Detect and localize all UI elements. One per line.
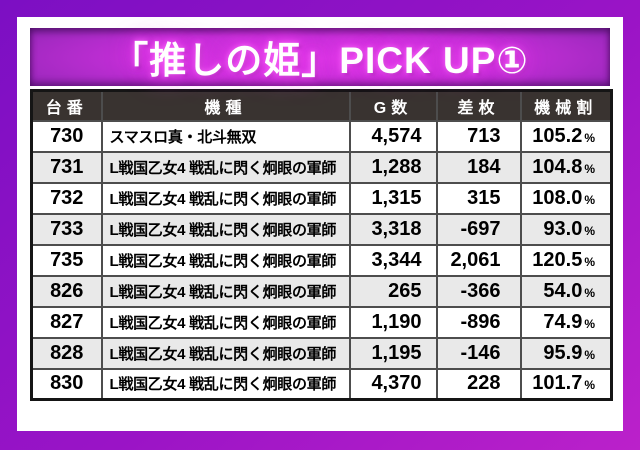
- percent-sign: %: [584, 254, 595, 269]
- cell-game-count: 265: [348, 274, 438, 308]
- cell-machine-number: 735: [30, 243, 103, 277]
- table-row: 730 スマスロ真・北斗無双 4,574 713 105.2%: [30, 119, 613, 153]
- table-body: 730 スマスロ真・北斗無双 4,574 713 105.2% 731 L戦国乙…: [30, 119, 613, 401]
- cell-coin-diff: 184: [435, 150, 522, 184]
- percent-sign: %: [584, 161, 595, 176]
- percent-sign: %: [584, 223, 595, 238]
- percent-sign: %: [584, 347, 595, 362]
- rate-value: 108.0: [532, 186, 583, 209]
- cell-payout-rate: 120.5%: [519, 243, 613, 277]
- cell-coin-diff: 228: [435, 367, 522, 401]
- cell-machine-model: L戦国乙女4 戦乱に閃く炯眼の軍師: [100, 367, 351, 401]
- cell-machine-number: 826: [30, 274, 103, 308]
- cell-machine-model: L戦国乙女4 戦乱に閃く炯眼の軍師: [100, 243, 351, 277]
- cell-machine-number: 730: [30, 119, 103, 153]
- page-title: 「推しの姫」PICK UP①: [111, 40, 529, 81]
- table-row: 733 L戦国乙女4 戦乱に閃く炯眼の軍師 3,318 -697 93.0%: [30, 212, 613, 246]
- cell-coin-diff: -896: [435, 305, 522, 339]
- header-cell-game-count: G数: [348, 89, 438, 122]
- cell-machine-model: スマスロ真・北斗無双: [100, 119, 351, 153]
- cell-payout-rate: 54.0%: [519, 274, 613, 308]
- cell-machine-model: L戦国乙女4 戦乱に閃く炯眼の軍師: [100, 181, 351, 215]
- rate-value: 74.9: [543, 310, 583, 333]
- percent-sign: %: [584, 130, 595, 145]
- cell-machine-number: 830: [30, 367, 103, 401]
- percent-sign: %: [584, 285, 595, 300]
- cell-payout-rate: 93.0%: [519, 212, 613, 246]
- results-table: 台番 機種 G数 差枚 機械割 730 スマスロ真・北斗無双 4,574 713…: [30, 89, 613, 401]
- table-row: 731 L戦国乙女4 戦乱に閃く炯眼の軍師 1,288 184 104.8%: [30, 150, 613, 184]
- cell-coin-diff: 713: [435, 119, 522, 153]
- rate-value: 105.2: [532, 124, 583, 147]
- cell-coin-diff: 315: [435, 181, 522, 215]
- cell-game-count: 1,195: [348, 336, 438, 370]
- cell-game-count: 4,370: [348, 367, 438, 401]
- rate-value: 120.5: [532, 248, 583, 271]
- cell-payout-rate: 104.8%: [519, 150, 613, 184]
- white-frame: 「推しの姫」PICK UP① 台番 機種 G数 差枚 機械割 730 スマスロ真…: [17, 17, 623, 431]
- cell-payout-rate: 101.7%: [519, 367, 613, 401]
- table-row: 827 L戦国乙女4 戦乱に閃く炯眼の軍師 1,190 -896 74.9%: [30, 305, 613, 339]
- rate-value: 104.8: [532, 155, 583, 178]
- cell-coin-diff: 2,061: [435, 243, 522, 277]
- table-row: 826 L戦国乙女4 戦乱に閃く炯眼の軍師 265 -366 54.0%: [30, 274, 613, 308]
- table-row: 830 L戦国乙女4 戦乱に閃く炯眼の軍師 4,370 228 101.7%: [30, 367, 613, 401]
- cell-machine-number: 731: [30, 150, 103, 184]
- cell-payout-rate: 105.2%: [519, 119, 613, 153]
- cell-payout-rate: 74.9%: [519, 305, 613, 339]
- cell-game-count: 3,318: [348, 212, 438, 246]
- rate-value: 54.0: [543, 279, 583, 302]
- cell-game-count: 1,315: [348, 181, 438, 215]
- cell-machine-number: 733: [30, 212, 103, 246]
- rate-value: 101.7: [532, 372, 583, 395]
- table-row: 735 L戦国乙女4 戦乱に閃く炯眼の軍師 3,344 2,061 120.5%: [30, 243, 613, 277]
- percent-sign: %: [584, 378, 595, 393]
- percent-sign: %: [584, 192, 595, 207]
- cell-game-count: 1,190: [348, 305, 438, 339]
- cell-machine-number: 828: [30, 336, 103, 370]
- cell-coin-diff: -146: [435, 336, 522, 370]
- cell-game-count: 1,288: [348, 150, 438, 184]
- percent-sign: %: [584, 316, 595, 331]
- cell-machine-number: 732: [30, 181, 103, 215]
- header-cell-coin-diff: 差枚: [435, 89, 522, 122]
- table-row: 828 L戦国乙女4 戦乱に閃く炯眼の軍師 1,195 -146 95.9%: [30, 336, 613, 370]
- cell-game-count: 3,344: [348, 243, 438, 277]
- cell-machine-model: L戦国乙女4 戦乱に閃く炯眼の軍師: [100, 274, 351, 308]
- cell-machine-model: L戦国乙女4 戦乱に閃く炯眼の軍師: [100, 150, 351, 184]
- header-cell-machine-number: 台番: [30, 89, 103, 122]
- cell-coin-diff: -697: [435, 212, 522, 246]
- rate-value: 95.9: [543, 341, 583, 364]
- cell-machine-model: L戦国乙女4 戦乱に閃く炯眼の軍師: [100, 212, 351, 246]
- table-header: 台番 機種 G数 差枚 機械割: [30, 89, 613, 122]
- header-cell-machine-model: 機種: [100, 89, 351, 122]
- header-row: 台番 機種 G数 差枚 機械割: [30, 89, 613, 122]
- table-row: 732 L戦国乙女4 戦乱に閃く炯眼の軍師 1,315 315 108.0%: [30, 181, 613, 215]
- cell-payout-rate: 108.0%: [519, 181, 613, 215]
- cell-machine-model: L戦国乙女4 戦乱に閃く炯眼の軍師: [100, 305, 351, 339]
- header-cell-payout-rate: 機械割: [519, 89, 613, 122]
- rate-value: 93.0: [543, 217, 583, 240]
- cell-coin-diff: -366: [435, 274, 522, 308]
- cell-game-count: 4,574: [348, 119, 438, 153]
- cell-machine-number: 827: [30, 305, 103, 339]
- title-banner: 「推しの姫」PICK UP①: [30, 28, 610, 86]
- cell-payout-rate: 95.9%: [519, 336, 613, 370]
- cell-machine-model: L戦国乙女4 戦乱に閃く炯眼の軍師: [100, 336, 351, 370]
